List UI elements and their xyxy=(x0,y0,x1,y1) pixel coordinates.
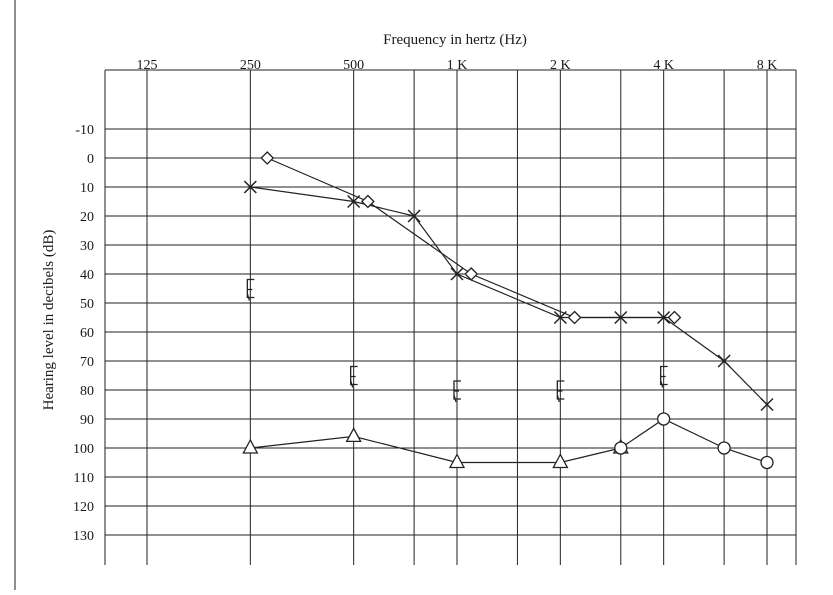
y-tick-label: 60 xyxy=(80,326,94,341)
circle-marker xyxy=(614,441,628,455)
y-tick-label: 20 xyxy=(80,210,94,225)
y-axis-label: Hearing level in decibels (dB) xyxy=(41,230,57,411)
diamond-marker xyxy=(667,310,682,325)
circle-marker xyxy=(760,455,774,470)
cross-marker xyxy=(450,267,464,281)
y-tick-label: 110 xyxy=(74,471,94,486)
x-tick-label: 1 K xyxy=(447,58,468,73)
cross-marker xyxy=(760,397,774,412)
y-tick-label: 30 xyxy=(80,239,94,254)
series-marker-layer xyxy=(242,151,774,470)
cross-stroke xyxy=(407,209,421,223)
cross-marker xyxy=(614,310,628,325)
x-tick-label: 250 xyxy=(240,58,261,73)
cross-stroke xyxy=(243,180,257,194)
cross-marker xyxy=(657,310,671,325)
y-tick-label: 70 xyxy=(80,355,94,370)
bracket-marker xyxy=(556,380,565,403)
y-tick-label: 90 xyxy=(80,413,94,428)
angle-series-line xyxy=(266,157,675,319)
cross-series-line xyxy=(250,186,768,405)
tick-label-layer: -10 0 10 20 30 40 50 60 70 80 90 100 110 120 130 125 250… xyxy=(73,58,777,544)
cross-stroke xyxy=(553,310,567,325)
cross-marker xyxy=(553,310,567,325)
y-tick-label: 0 xyxy=(87,152,94,167)
x-tick-label: 125 xyxy=(137,58,158,73)
diamond-marker xyxy=(360,194,375,209)
diamond-marker xyxy=(567,310,582,325)
bracket-marker xyxy=(350,365,358,388)
cross-stroke xyxy=(450,267,464,281)
y-tick-label: -10 xyxy=(75,123,94,138)
triangle-marker xyxy=(552,453,569,469)
y-tick-label: 40 xyxy=(80,268,94,283)
cross-marker xyxy=(717,354,731,368)
y-tick-label: 80 xyxy=(80,384,94,399)
y-tick-label: 100 xyxy=(73,442,94,457)
bracket-marker xyxy=(246,278,255,301)
diamond-marker xyxy=(464,267,479,281)
grid-layer xyxy=(104,69,797,565)
chart-title: Frequency in hertz (Hz) xyxy=(383,32,527,48)
cross-marker xyxy=(407,209,421,223)
y-tick-label: 10 xyxy=(80,181,94,196)
circle-marker xyxy=(717,441,731,455)
series-line-layer xyxy=(250,157,768,464)
circle-series-line xyxy=(620,418,768,464)
cross-stroke xyxy=(717,354,731,368)
cross-marker xyxy=(347,194,361,209)
x-tick-label: 4 K xyxy=(653,58,674,73)
bracket-marker xyxy=(660,365,668,388)
y-tick-label: 50 xyxy=(80,297,94,312)
x-tick-label: 2 K xyxy=(550,58,571,73)
bracket-marker xyxy=(453,380,461,403)
x-tick-label: 8 K xyxy=(757,58,778,73)
diamond-marker xyxy=(260,151,275,165)
cross-stroke xyxy=(657,310,671,325)
x-tick-label: 500 xyxy=(343,58,364,73)
cross-marker xyxy=(243,180,257,194)
cross-stroke xyxy=(760,397,774,412)
cross-stroke xyxy=(614,310,628,325)
y-tick-label: 130 xyxy=(73,529,94,544)
cross-stroke xyxy=(347,194,361,209)
triangle-marker xyxy=(242,438,259,454)
triangle-marker xyxy=(345,427,362,443)
triangle-series-line xyxy=(250,435,621,464)
circle-marker xyxy=(657,412,671,426)
y-tick-label: 120 xyxy=(73,500,94,515)
triangle-marker xyxy=(448,453,466,469)
